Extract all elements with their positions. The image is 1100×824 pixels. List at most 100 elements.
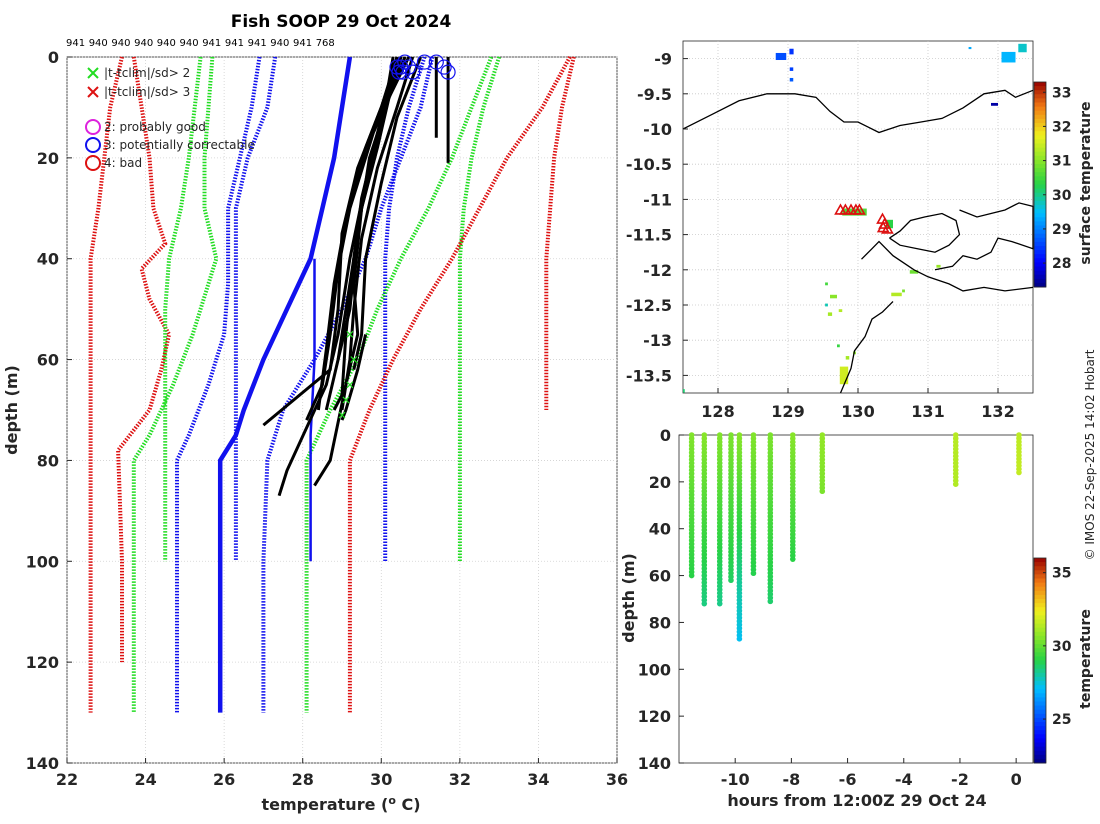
colorbar-segment xyxy=(1034,623,1046,629)
time-y-tick-label: 100 xyxy=(638,660,671,679)
map-y-tick-label: -10 xyxy=(643,120,672,139)
drop-10-line xyxy=(324,56,395,411)
time-x-tick-label: -6 xyxy=(839,770,857,789)
legend: |t-tclim|/sd> 2 |t-tclim|/sd> 3 2: probabl… xyxy=(85,66,255,171)
drop-7-line xyxy=(340,56,415,411)
surface-temperature-colorbar: 28 29 30 31 32 33 xyxy=(1033,81,1072,288)
surface-temperature-cell xyxy=(991,102,998,106)
x-axis-label-main: temperature ( xyxy=(261,795,388,814)
map-y-tick-label: -9 xyxy=(654,50,672,69)
colorbar-segment xyxy=(1034,705,1046,711)
cast-sample-point xyxy=(767,598,774,605)
colorbar-segment xyxy=(1034,127,1046,132)
colorbar-segment xyxy=(1034,270,1046,276)
colorbar-segment xyxy=(1034,562,1046,567)
colorbar-segment xyxy=(1034,118,1046,124)
colorbar-segment xyxy=(1034,106,1046,112)
y-tick-label: 60 xyxy=(37,351,59,370)
cast-sample-point xyxy=(819,488,826,495)
colorbar-segment xyxy=(1034,94,1046,99)
clim-blue-left-line xyxy=(233,56,278,562)
colorbar-segment xyxy=(1034,102,1046,108)
colorbar-segment xyxy=(1034,237,1046,243)
colorbar-segment xyxy=(1034,607,1046,612)
colorbar-segment xyxy=(1034,619,1046,625)
colorbar-segment xyxy=(1034,147,1046,153)
cast-sample-point xyxy=(716,600,723,607)
colorbar-segment xyxy=(1034,570,1046,575)
x-axis-label: temperature (o C) xyxy=(261,794,420,814)
legend-cross-icon xyxy=(87,86,99,98)
surface-temperature-cell xyxy=(902,289,905,293)
x-tick-label: 24 xyxy=(134,770,156,789)
colorbar-segment xyxy=(1034,155,1046,161)
colorbar-segment xyxy=(1034,254,1046,259)
surface-temperature-cell xyxy=(837,344,840,348)
clim-green-left-line xyxy=(163,56,203,562)
mean-blue-thick-line xyxy=(217,56,353,713)
surface-temperature-cell xyxy=(775,52,787,61)
colorbar-frame xyxy=(1033,81,1047,288)
time-depth-y-axis-label: depth (m) xyxy=(619,553,638,643)
coastline xyxy=(934,202,1034,271)
top-count-label: 941 xyxy=(225,38,244,49)
surface-temperature-cell xyxy=(789,67,794,71)
colorbar-segment xyxy=(1034,750,1046,756)
coastline xyxy=(682,89,1034,134)
legend-label: 3: potentially correctable xyxy=(104,138,255,152)
surface-temperature-cell xyxy=(1018,43,1027,53)
colorbar-segment xyxy=(1034,233,1046,239)
top-count-label: 940 xyxy=(111,38,130,49)
y-tick-label: 100 xyxy=(26,552,59,571)
legend-circle-icon xyxy=(85,155,101,171)
top-count-label: 941 xyxy=(202,38,221,49)
colorbar-segment xyxy=(1034,676,1046,682)
colorbar-segment xyxy=(1034,611,1046,616)
colorbar-segment xyxy=(1034,644,1046,649)
legend-label: 4: bad xyxy=(104,156,142,170)
colorbar-segment xyxy=(1034,603,1046,608)
colorbar-segment xyxy=(1034,82,1046,87)
colorbar-segment xyxy=(1034,213,1046,218)
top-count-label: 768 xyxy=(316,38,335,49)
colorbar-segment xyxy=(1034,159,1046,165)
colorbar-segment xyxy=(1034,664,1046,670)
colorbar-frame xyxy=(1033,557,1047,764)
green-cross-marker xyxy=(346,330,354,338)
colorbar-segment xyxy=(1034,196,1046,202)
colorbar-tick-label: 28 xyxy=(1052,256,1071,272)
map-ticks: 128 129 130 131 132 -9 -9.5 -10 -10.5 -11 -11.5 -12… xyxy=(626,50,1015,421)
colorbar-segment xyxy=(1034,730,1046,735)
surface-temperature-cell xyxy=(891,292,902,297)
x-tick-label: 36 xyxy=(606,770,628,789)
legend-circle-icon xyxy=(85,137,101,153)
surface-temperature-cell xyxy=(839,366,849,385)
colorbar-segment xyxy=(1034,180,1046,185)
colorbar-tick-label: 33 xyxy=(1052,85,1071,101)
green-cross-marker xyxy=(342,396,350,404)
colorbar-segment xyxy=(1034,648,1046,653)
surface-temperature-cell xyxy=(830,294,837,299)
coastline xyxy=(861,240,1034,292)
time-axis-label: hours from 12:00Z 29 Oct 24 xyxy=(727,791,986,810)
colorbar-tick-label: 30 xyxy=(1052,639,1072,655)
surface-temperature-cell xyxy=(838,309,843,313)
top-count-label: 940 xyxy=(270,38,289,49)
map-y-tick-label: -12.5 xyxy=(626,296,672,315)
surface-temperature-cell xyxy=(845,356,850,360)
colorbar-segment xyxy=(1034,668,1046,674)
colorbar-segment xyxy=(1034,205,1046,210)
green-cross-marker xyxy=(346,381,354,389)
colorbar-segment xyxy=(1034,652,1046,657)
qc-circle-marker xyxy=(391,64,407,80)
colorbar-tick-label: 31 xyxy=(1052,154,1071,170)
qc-circle-marker xyxy=(436,59,452,75)
map-y-tick-label: -13.5 xyxy=(626,366,672,385)
colorbar-segment xyxy=(1034,660,1046,666)
colorbar-segment xyxy=(1034,110,1046,116)
colorbar-segment xyxy=(1034,217,1046,222)
clim-red-left-line xyxy=(116,56,172,663)
colorbar-segment xyxy=(1034,590,1046,596)
colorbar-segment xyxy=(1034,681,1046,686)
green-cross-marker xyxy=(350,356,358,363)
